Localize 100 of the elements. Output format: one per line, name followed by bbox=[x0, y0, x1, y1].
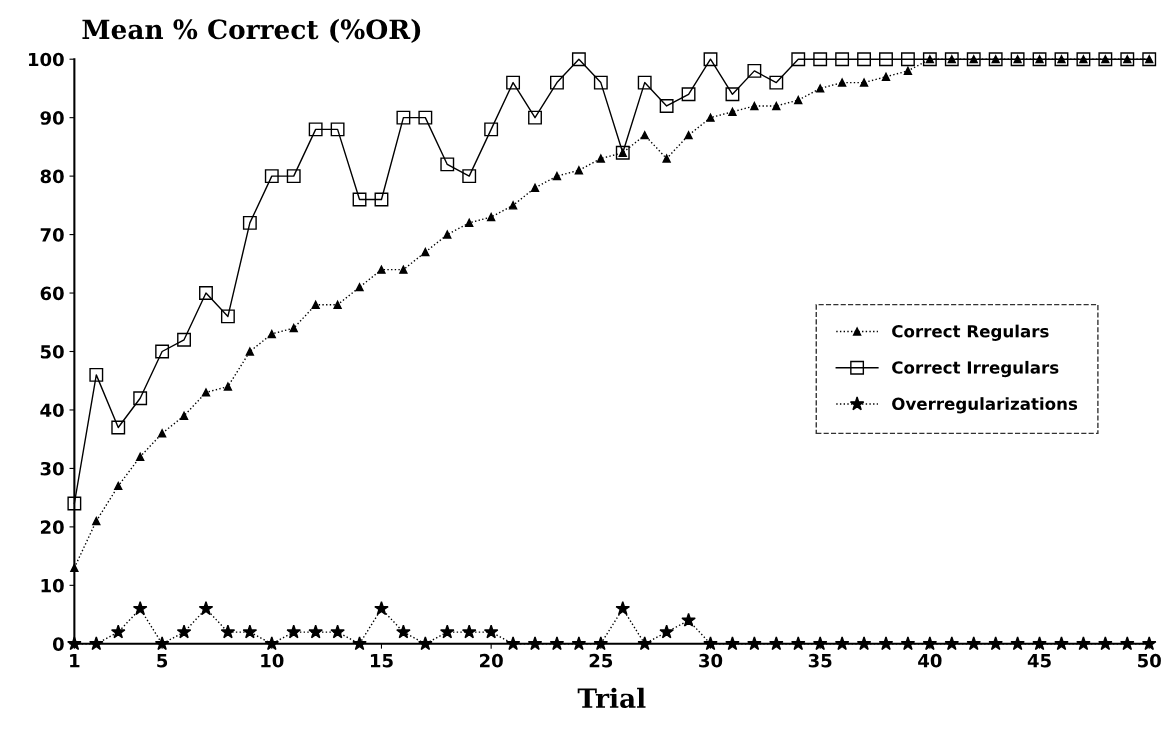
point bbox=[308, 624, 323, 639]
point bbox=[67, 496, 82, 511]
point bbox=[747, 63, 762, 78]
point bbox=[264, 169, 279, 184]
point bbox=[352, 192, 367, 207]
point bbox=[114, 481, 123, 491]
legend-label: Overregularizations bbox=[892, 397, 1078, 414]
point bbox=[794, 95, 803, 105]
point bbox=[857, 52, 871, 67]
point bbox=[399, 265, 408, 274]
x-tick-label: 25 bbox=[589, 653, 613, 668]
x-tick-label: 20 bbox=[480, 653, 503, 668]
point bbox=[859, 78, 869, 87]
point bbox=[508, 201, 518, 210]
x-tick-label: 50 bbox=[1138, 653, 1161, 668]
point bbox=[179, 411, 189, 420]
point bbox=[728, 107, 737, 116]
point bbox=[1141, 636, 1157, 651]
point bbox=[177, 332, 191, 347]
point bbox=[486, 212, 496, 222]
point bbox=[462, 169, 477, 184]
point bbox=[136, 452, 145, 461]
point bbox=[596, 154, 605, 163]
point bbox=[267, 329, 276, 339]
y-tick-label: 20 bbox=[40, 520, 64, 534]
point bbox=[396, 110, 411, 125]
point bbox=[110, 624, 126, 639]
point bbox=[242, 624, 258, 639]
point bbox=[835, 52, 850, 67]
x-tick-label: 40 bbox=[918, 653, 942, 668]
y-tick-label: 80 bbox=[40, 169, 64, 184]
point bbox=[465, 218, 474, 228]
legend-label: Correct Regulars bbox=[892, 324, 1049, 341]
point bbox=[374, 601, 389, 616]
point bbox=[640, 131, 649, 140]
point bbox=[92, 516, 101, 526]
point bbox=[506, 75, 521, 90]
x-tick-label: 15 bbox=[370, 654, 393, 668]
point bbox=[220, 624, 236, 639]
point bbox=[528, 110, 542, 125]
point bbox=[706, 113, 715, 122]
point bbox=[879, 52, 893, 67]
point bbox=[201, 388, 211, 397]
point bbox=[333, 300, 342, 309]
point bbox=[311, 300, 320, 309]
point bbox=[750, 101, 759, 111]
x-axis-title: Trial bbox=[577, 687, 646, 709]
point bbox=[396, 624, 411, 639]
x-tick-label: 35 bbox=[808, 653, 832, 668]
point bbox=[725, 87, 740, 102]
point bbox=[176, 624, 192, 639]
point bbox=[461, 624, 477, 639]
point bbox=[662, 154, 671, 163]
y-tick-label: 0 bbox=[52, 637, 64, 651]
point bbox=[155, 344, 170, 359]
point bbox=[552, 171, 562, 181]
point bbox=[289, 323, 298, 333]
point bbox=[593, 75, 608, 90]
y-tick-label: 30 bbox=[40, 461, 64, 476]
point bbox=[769, 75, 784, 90]
point bbox=[355, 283, 364, 292]
point bbox=[659, 99, 674, 113]
point bbox=[903, 66, 913, 76]
point bbox=[837, 78, 847, 87]
y-tick-label: 40 bbox=[40, 403, 64, 418]
point bbox=[530, 183, 540, 192]
point bbox=[681, 87, 696, 102]
point bbox=[418, 110, 433, 125]
point bbox=[132, 601, 148, 616]
y-tick-label: 10 bbox=[41, 578, 64, 593]
point bbox=[157, 429, 167, 438]
y-axis-title: Mean % Correct (%OR) bbox=[82, 18, 421, 44]
point bbox=[681, 612, 696, 627]
y-tick-label: 50 bbox=[40, 344, 64, 359]
x-tick-label: 1 bbox=[70, 654, 80, 668]
point bbox=[900, 52, 915, 67]
point bbox=[443, 230, 452, 239]
point bbox=[615, 601, 631, 616]
x-tick-label: 5 bbox=[157, 654, 168, 668]
x-tick-label: 10 bbox=[261, 653, 284, 668]
point bbox=[308, 122, 323, 137]
point bbox=[881, 72, 891, 81]
point bbox=[439, 624, 455, 639]
point bbox=[637, 75, 652, 90]
point bbox=[377, 265, 386, 274]
point bbox=[421, 247, 430, 257]
point bbox=[374, 192, 389, 207]
point bbox=[111, 420, 126, 435]
point bbox=[330, 624, 345, 639]
point bbox=[571, 52, 586, 67]
point bbox=[199, 286, 213, 300]
x-tick-label: 45 bbox=[1027, 654, 1051, 668]
x-tick-label: 30 bbox=[699, 653, 723, 668]
point bbox=[286, 169, 301, 184]
point bbox=[89, 367, 104, 382]
point bbox=[684, 131, 693, 140]
y-tick-label: 90 bbox=[40, 111, 64, 125]
y-tick-label: 100 bbox=[28, 52, 64, 67]
point bbox=[242, 215, 257, 230]
point bbox=[223, 382, 233, 391]
